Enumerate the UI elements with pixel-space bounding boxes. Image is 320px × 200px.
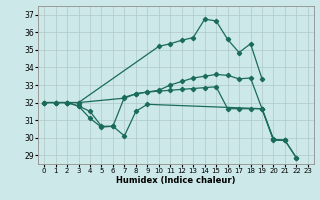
X-axis label: Humidex (Indice chaleur): Humidex (Indice chaleur) [116, 176, 236, 185]
